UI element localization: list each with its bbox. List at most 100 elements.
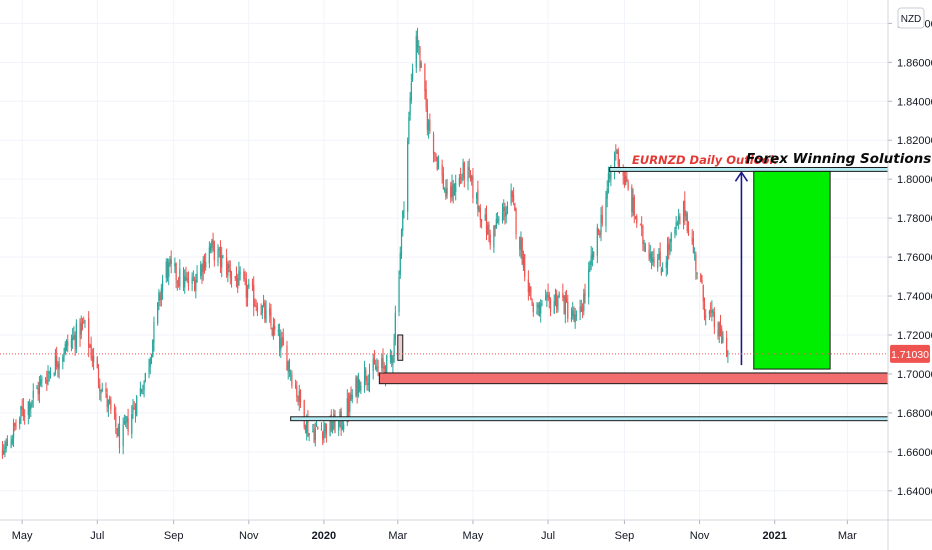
candle-body xyxy=(393,338,395,357)
candle-body xyxy=(308,433,310,436)
candle-body xyxy=(600,214,602,234)
candle-body xyxy=(416,35,419,47)
candle-body xyxy=(212,238,214,244)
candle-body xyxy=(272,324,275,337)
candle-body xyxy=(653,256,655,267)
candle-body xyxy=(424,63,426,92)
target-box[interactable] xyxy=(753,170,831,370)
candle-body xyxy=(281,336,283,339)
consolidation-box-zone[interactable] xyxy=(397,334,404,361)
candle-body xyxy=(485,214,488,234)
candle-body xyxy=(139,388,142,396)
candle-body xyxy=(545,296,547,300)
symbol-badge[interactable]: NZD xyxy=(897,7,925,29)
candle-body xyxy=(479,208,481,221)
candle-body xyxy=(5,441,7,449)
lower-support-zone[interactable] xyxy=(290,416,889,422)
annotation-outlook[interactable]: EURNZD Daily Outlook xyxy=(632,153,778,167)
candle-body xyxy=(334,414,336,433)
candle-body xyxy=(44,379,47,381)
candle-body xyxy=(109,398,111,403)
candle-body xyxy=(418,45,420,48)
y-tick-label: 1.82000 xyxy=(897,135,932,147)
y-tick-label: 1.78000 xyxy=(897,213,932,225)
candle-body xyxy=(297,398,299,400)
candle-body xyxy=(389,354,392,358)
candle-body xyxy=(176,281,178,283)
candle-body xyxy=(411,69,414,81)
candle-body xyxy=(294,384,297,388)
candle-body xyxy=(409,97,411,116)
candle-body xyxy=(351,394,353,400)
x-tick-label: Jul xyxy=(541,530,555,542)
candle-body xyxy=(596,227,598,256)
x-tick-label: Jul xyxy=(90,530,104,542)
candle-body xyxy=(652,258,654,263)
candle-body xyxy=(567,301,569,319)
candle-body xyxy=(245,279,247,298)
candle-body xyxy=(19,418,21,425)
candle-body xyxy=(705,316,707,318)
candle-body xyxy=(441,164,443,176)
candle-body xyxy=(331,427,334,430)
candle-body xyxy=(142,392,144,394)
candle-body xyxy=(115,413,117,428)
candle-body xyxy=(75,323,77,350)
x-axis[interactable]: May Jul Sep Nov 2020 Mar May Jul Sep Nov 2021 Mar xyxy=(0,519,932,542)
candle-body xyxy=(41,378,43,381)
candle-body xyxy=(565,297,568,303)
candle-body xyxy=(512,195,515,202)
candle-body xyxy=(510,190,512,204)
candle-body xyxy=(541,301,543,305)
candle-body xyxy=(719,324,722,332)
candle-body xyxy=(228,264,230,269)
candle-body xyxy=(632,197,634,213)
candle-body xyxy=(453,191,456,196)
candle-body xyxy=(136,396,138,416)
candle-body xyxy=(581,310,584,312)
candle-body xyxy=(633,196,635,216)
candle-body xyxy=(67,341,69,347)
resistance-zone[interactable] xyxy=(609,166,889,172)
y-axis[interactable]: 1.64000 1.66000 1.68000 1.70000 1.72000 1.740… xyxy=(887,0,932,550)
candle-body xyxy=(372,359,374,371)
candle-body xyxy=(695,254,697,271)
candle-body xyxy=(694,251,696,253)
candle-body xyxy=(165,261,167,279)
annotation-brand[interactable]: Forex Winning Solutions xyxy=(746,151,931,167)
candle-body xyxy=(359,380,361,391)
candle-body xyxy=(375,365,377,370)
candle-body xyxy=(329,416,331,437)
candle-body xyxy=(312,431,314,433)
candle-body xyxy=(218,249,220,251)
drawing-layer[interactable] xyxy=(290,166,889,422)
candle-body xyxy=(73,334,75,338)
candle-body xyxy=(573,313,575,320)
y-tick-label: 1.86000 xyxy=(897,57,932,69)
candle-body xyxy=(93,355,95,363)
candle-body xyxy=(420,62,422,68)
candle-body xyxy=(239,272,241,274)
candle-body xyxy=(700,274,702,283)
candle-body xyxy=(22,407,25,417)
candle-body xyxy=(437,162,440,167)
y-tick-label: 1.74000 xyxy=(897,291,932,303)
candle-body xyxy=(96,357,98,368)
candle-body xyxy=(32,391,34,399)
candle-body xyxy=(505,212,507,217)
candle-body xyxy=(442,173,444,190)
candle-body xyxy=(36,388,38,390)
candle-body xyxy=(125,421,127,423)
candle-body xyxy=(37,387,39,395)
y-tick-label: 1.70000 xyxy=(897,369,932,381)
candle-body xyxy=(717,329,719,337)
candle-body xyxy=(21,406,23,410)
support-zone[interactable] xyxy=(378,372,889,385)
candle-body xyxy=(126,416,128,423)
candle-body xyxy=(4,447,6,454)
candle-body xyxy=(701,280,703,284)
x-tick-label: May xyxy=(463,530,484,542)
candle-body xyxy=(675,222,677,230)
candle-body xyxy=(650,252,653,261)
